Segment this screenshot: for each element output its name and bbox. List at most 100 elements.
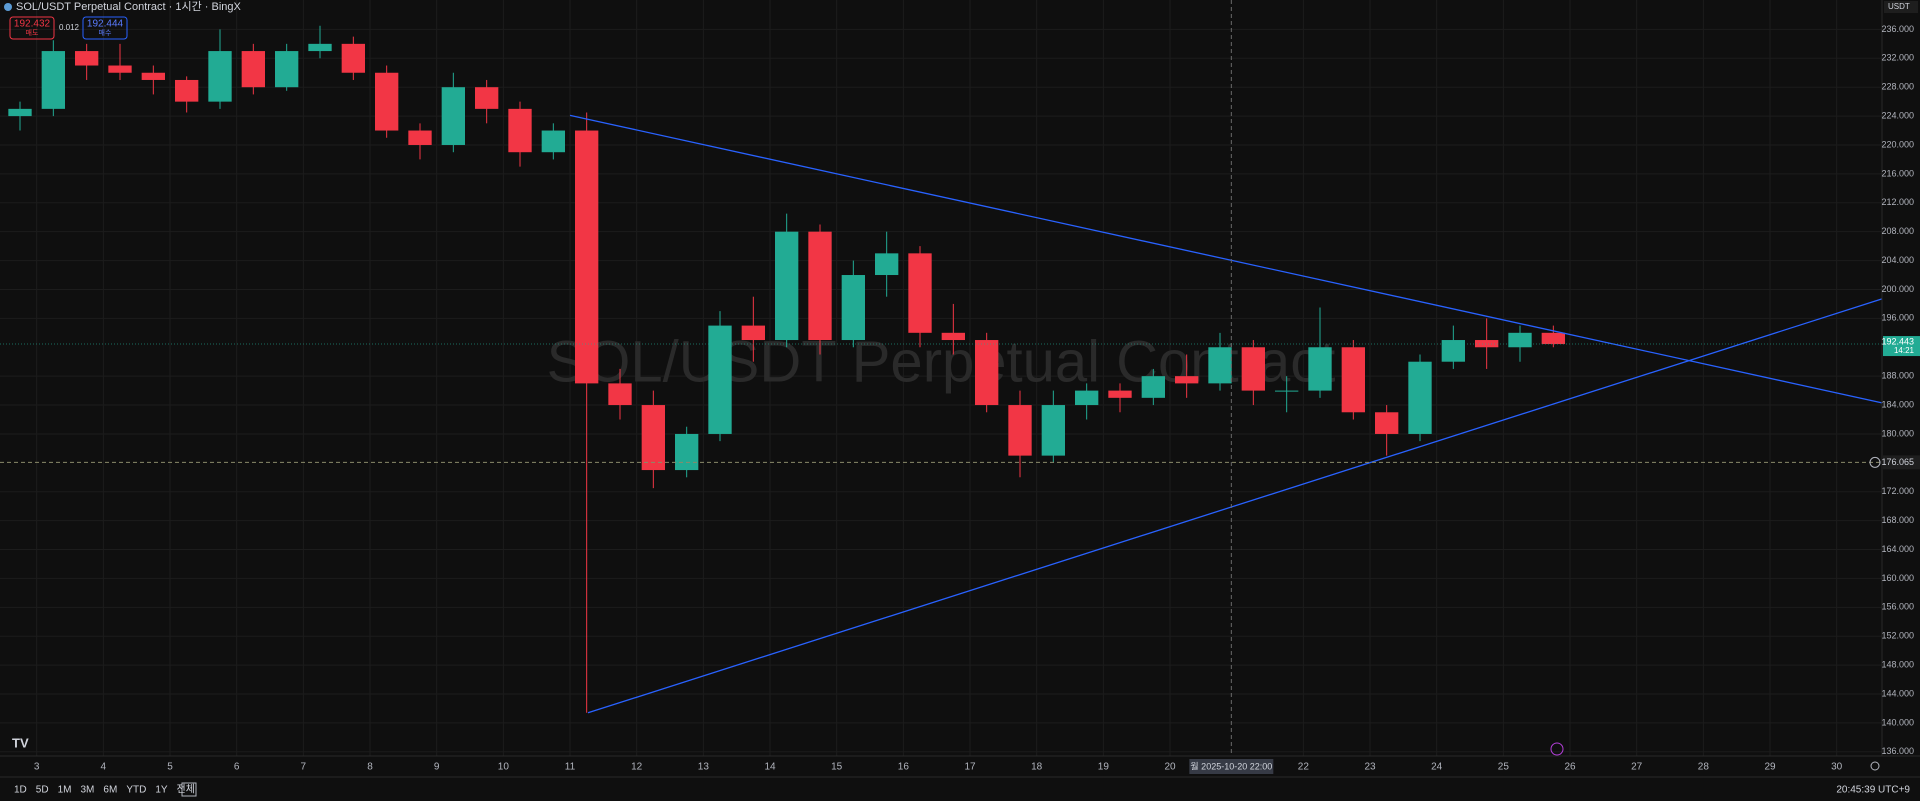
y-tick-label: 208.000 <box>1881 226 1914 236</box>
y-tick-label: 184.000 <box>1881 399 1914 409</box>
candle-body <box>1308 347 1332 391</box>
range-button[interactable]: 전체 <box>177 784 195 796</box>
x-tick-label: 27 <box>1631 762 1643 773</box>
candle-body <box>808 231 832 341</box>
candle-body <box>675 433 699 471</box>
price-line-label: 176.065 <box>1881 457 1914 467</box>
x-tick-label: 17 <box>964 762 976 773</box>
candle-body <box>908 253 932 333</box>
range-button[interactable]: 5D <box>36 785 49 796</box>
trendline <box>569 114 1883 404</box>
candle-body <box>341 43 365 73</box>
y-tick-label: 200.000 <box>1881 284 1914 294</box>
candle-body <box>875 253 899 276</box>
grid <box>0 0 1882 756</box>
date-range-icon[interactable] <box>181 782 197 797</box>
candle-body <box>408 130 432 145</box>
candle-body <box>1508 332 1532 348</box>
last-price-box <box>1883 336 1920 357</box>
candle-body <box>75 51 99 66</box>
y-tick-label: 232.000 <box>1881 53 1914 63</box>
y-tick-label: 212.000 <box>1881 197 1914 207</box>
x-tick-label: 25 <box>1498 762 1510 773</box>
y-tick-label: 144.000 <box>1881 688 1914 698</box>
range-button[interactable]: 1Y <box>155 785 168 796</box>
y-tick-label: 156.000 <box>1881 602 1914 612</box>
candle-body <box>441 87 465 145</box>
price-line-icon[interactable] <box>1869 456 1881 468</box>
candle-body <box>775 231 799 341</box>
logo: TV <box>12 735 29 750</box>
ask-box <box>82 16 128 40</box>
y-tick-label: 220.000 <box>1881 139 1914 149</box>
chart-title: SOL/USDT Perpetual Contract · 1시간 · Bing… <box>16 0 242 13</box>
candle-body <box>741 325 765 341</box>
candle-body <box>508 108 532 153</box>
candle-body <box>975 340 999 406</box>
candle-body <box>1241 347 1265 391</box>
last-price-countdown: 14:21 <box>1894 346 1915 355</box>
range-button[interactable]: YTD <box>126 785 146 796</box>
y-tick-label: 140.000 <box>1881 717 1914 727</box>
candle-body <box>1175 376 1199 384</box>
settings-icon[interactable] <box>1870 761 1880 771</box>
candle-body <box>608 383 632 406</box>
x-tick-label: 7 <box>301 762 307 773</box>
candle-body <box>141 72 165 80</box>
bid-price: 192.432 <box>14 19 51 30</box>
x-tick-label: 13 <box>698 762 710 773</box>
ask-price: 192.444 <box>87 19 124 30</box>
ask-label[interactable]: 매수 <box>99 29 112 37</box>
x-tick-label: 6 <box>234 762 240 773</box>
symbol-icon <box>4 3 12 11</box>
x-tick-label: 16 <box>898 762 910 773</box>
candle-body <box>841 275 865 341</box>
currency[interactable]: USDT <box>1888 2 1910 11</box>
candle-body <box>1075 390 1099 406</box>
watermark: SOL/USDT Perpetual Contract <box>547 329 1336 394</box>
candle-body <box>541 130 565 153</box>
candle-body <box>41 51 65 109</box>
crosshair-label: 월 2025-10-20 22:00 <box>1190 760 1272 771</box>
x-tick-label: 28 <box>1698 762 1710 773</box>
x-tick-label: 30 <box>1831 762 1843 773</box>
y-tick-label: 160.000 <box>1881 573 1914 583</box>
candle-body <box>1408 361 1432 434</box>
range-button[interactable]: 1M <box>58 785 72 796</box>
x-tick-label: 9 <box>434 762 440 773</box>
y-tick-label: 196.000 <box>1881 313 1914 323</box>
candle-body <box>1041 405 1065 456</box>
candle-body <box>108 65 132 73</box>
y-tick-label: 136.000 <box>1881 746 1914 756</box>
currency-box[interactable] <box>1884 1 1918 13</box>
y-tick-label: 164.000 <box>1881 544 1914 554</box>
range-button[interactable]: 6M <box>103 785 117 796</box>
event-icon[interactable] <box>1550 742 1564 756</box>
spread: 0.012 <box>59 23 80 32</box>
y-tick-label: 148.000 <box>1881 659 1914 669</box>
x-tick-label: 3 <box>34 762 40 773</box>
candle-body <box>1541 332 1565 345</box>
crosshair-box <box>1189 759 1274 774</box>
y-tick-label: 228.000 <box>1881 82 1914 92</box>
bid-label[interactable]: 매도 <box>26 29 39 37</box>
x-tick-label: 11 <box>565 762 576 773</box>
candle-body <box>241 51 265 88</box>
range-button[interactable]: 1D <box>14 785 27 796</box>
y-tick-label: 236.000 <box>1881 24 1914 34</box>
x-tick-label: 12 <box>631 762 643 773</box>
candle-body <box>475 87 499 109</box>
candle-body <box>275 51 299 88</box>
range-button[interactable]: 3M <box>81 785 95 796</box>
candle-body <box>1008 405 1032 456</box>
x-tick-label: 18 <box>1031 762 1043 773</box>
y-tick-label: 204.000 <box>1881 255 1914 265</box>
y-tick-label: 188.000 <box>1881 371 1914 381</box>
x-tick-label: 22 <box>1298 762 1310 773</box>
last-price-label: 192.443 <box>1881 336 1914 346</box>
x-tick-label: 8 <box>367 762 373 773</box>
x-tick-label: 26 <box>1564 762 1576 773</box>
